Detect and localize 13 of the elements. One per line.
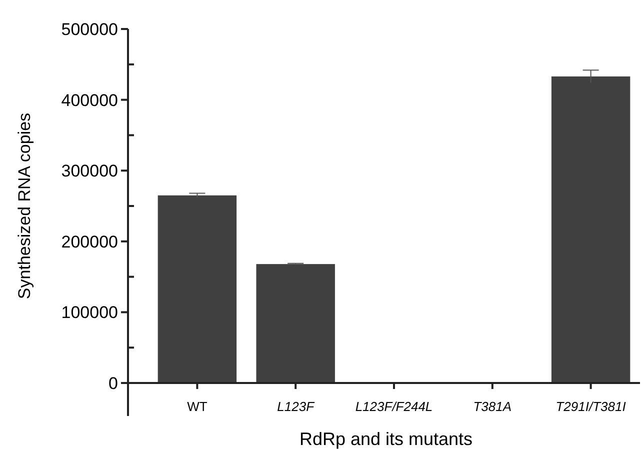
x-axis-title: RdRp and its mutants — [299, 429, 473, 449]
x-tick-label: WT — [187, 399, 208, 414]
x-tick-label: L123F — [277, 399, 316, 414]
x-tick-label: T291I/T381I — [556, 399, 626, 414]
x-tick-label: L123F/F244L — [355, 399, 433, 414]
y-tick-label: 300000 — [61, 162, 118, 181]
x-tick-label: T381A — [473, 399, 512, 414]
y-tick-label: 500000 — [61, 20, 118, 39]
y-tick-label: 0 — [108, 374, 118, 393]
y-tick-label: 100000 — [61, 303, 118, 322]
y-tick-label: 400000 — [61, 90, 118, 110]
y-tick-label: 200000 — [61, 232, 118, 252]
y-axis-title: Synthesized RNA copies — [15, 112, 34, 300]
